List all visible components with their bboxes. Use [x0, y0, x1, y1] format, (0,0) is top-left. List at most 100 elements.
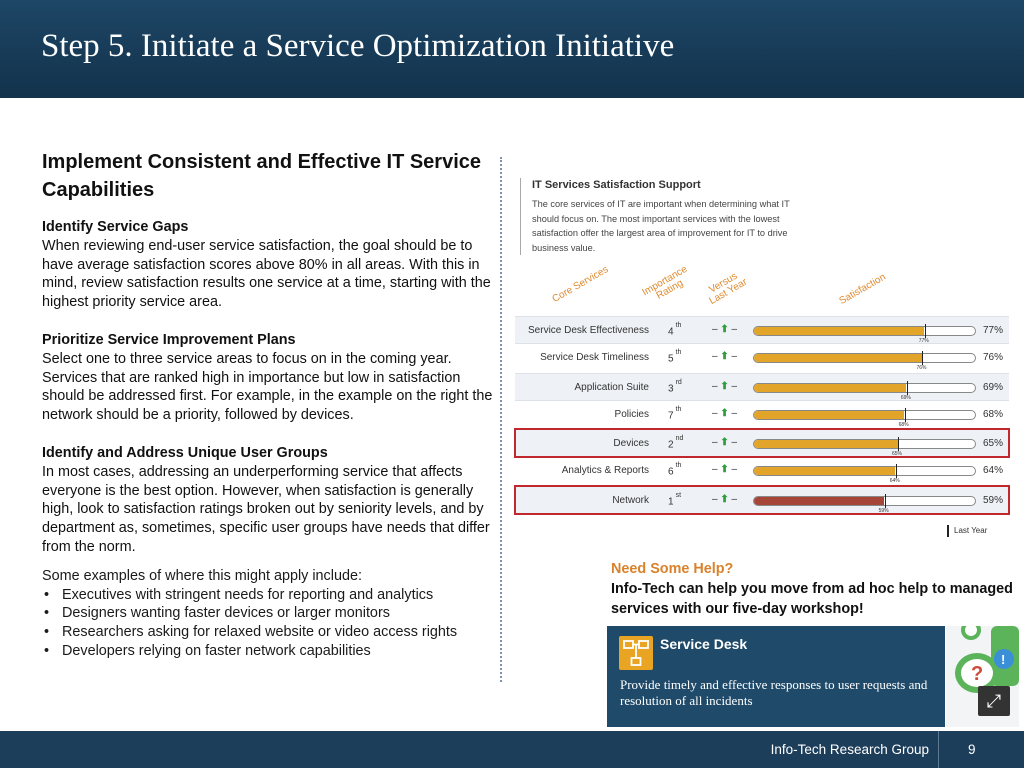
last-year-label: 65% [891, 451, 902, 458]
up-arrow-icon: ⬆ [720, 324, 729, 335]
importance-rank: 1st [668, 491, 682, 507]
satisfaction-bar-track [753, 353, 976, 364]
footer-org: Info-Tech Research Group [770, 742, 929, 757]
rank-suffix: st [675, 491, 682, 499]
last-year-label: 68% [898, 421, 909, 428]
chart-row: Analytics & Reports 6th – ⬆ – 64% 64% [515, 457, 1009, 485]
up-arrow-icon: ⬆ [720, 351, 729, 363]
chat-bubbles-icon: ? ! [955, 620, 1019, 693]
satisfaction-bar [754, 410, 905, 419]
list-item: Executives with stringent needs for repo… [42, 586, 494, 605]
section-title: Identify Service Gaps [42, 219, 189, 235]
satisfaction-bar-track [753, 466, 976, 477]
up-arrow-icon: ⬆ [720, 380, 729, 392]
rank-suffix: nd [675, 435, 684, 443]
satisfaction-bar [754, 440, 898, 449]
chart-rows: Service Desk Effectiveness 4th – ⬆ – 77% 77%… [514, 316, 1010, 516]
satisfaction-bar [754, 383, 907, 392]
satisfaction-value: 68% [982, 408, 1003, 420]
slide-footer: Info-Tech Research Group 9 [0, 731, 1024, 768]
col-label-core-services: Core Services [550, 264, 611, 305]
versus-last-year: – ⬆ – [712, 464, 738, 476]
chart-row: Policies 7th – ⬆ – 68% 68% [515, 401, 1009, 429]
page-number: 9 [968, 742, 976, 757]
section-body: In most cases, addressing an underperfor… [42, 463, 490, 555]
col-label-importance: Importance Rating [640, 263, 690, 302]
service-label: Application Suite [574, 381, 650, 393]
chart-legend: Last Year [947, 525, 987, 537]
rank-suffix: th [675, 322, 682, 329]
versus-last-year: – ⬆ – [712, 324, 738, 335]
satisfaction-bar-track [753, 326, 976, 336]
service-label: Devices [613, 438, 649, 450]
satisfaction-value: 64% [982, 465, 1003, 477]
left-column: Implement Consistent and Effective IT Se… [42, 148, 494, 661]
satisfaction-bar [754, 467, 896, 476]
service-label: Service Desk Effectiveness [528, 325, 649, 336]
help-callout: Need Some Help? Info-Tech can help you m… [611, 560, 1016, 619]
up-arrow-icon: ⬆ [720, 407, 729, 419]
last-year-marker [922, 351, 924, 366]
service-desk-card[interactable]: Service Desk Provide timely and effectiv… [607, 626, 945, 727]
satisfaction-bar-track [753, 409, 976, 420]
chart-title: IT Services Satisfaction Support [532, 179, 701, 191]
importance-rank: 7th [668, 405, 682, 422]
section-body: Select one to three service areas to foc… [42, 350, 493, 424]
satisfaction-bar [754, 327, 925, 335]
last-year-marker [924, 324, 926, 338]
section-user-groups: Identify and Address Unique User Groups … [42, 444, 494, 557]
column-divider [500, 157, 502, 682]
section-title: Identify and Address Unique User Groups [42, 444, 328, 461]
service-label: Service Desk Timeliness [540, 352, 649, 364]
importance-rank: 6th [668, 462, 682, 477]
last-year-label: 59% [878, 507, 889, 514]
satisfaction-value: 76% [982, 352, 1003, 364]
help-body: Info-Tech can help you move from ad hoc … [611, 581, 1013, 617]
last-year-label: 69% [900, 394, 911, 401]
versus-last-year: – ⬆ – [712, 437, 738, 449]
satisfaction-value: 77% [982, 325, 1003, 336]
chart-row: Network 1st – ⬆ – 59% 59% [514, 484, 1010, 516]
section-heading: Implement Consistent and Effective IT Se… [42, 151, 482, 201]
satisfaction-value: 65% [982, 438, 1003, 450]
importance-rank: 3rd [668, 379, 682, 394]
importance-rank: 4th [668, 322, 682, 337]
satisfaction-bar [754, 354, 922, 363]
card-title: Service Desk [660, 636, 748, 652]
rank-suffix: th [675, 405, 682, 413]
last-year-label: 77% [918, 338, 929, 344]
examples-intro: Some examples of where this might apply … [42, 567, 362, 584]
legend-label: Last Year [954, 526, 988, 536]
rank-number: 2 [668, 439, 674, 451]
service-label: Analytics & Reports [561, 465, 649, 477]
versus-last-year: – ⬆ – [712, 493, 738, 505]
satisfaction-bar-track [753, 439, 976, 450]
last-year-marker [897, 437, 899, 452]
importance-rank: 2nd [668, 435, 684, 451]
up-arrow-icon: ⬆ [720, 437, 729, 449]
last-year-marker-icon [947, 525, 949, 537]
importance-rank: 5th [668, 349, 681, 364]
last-year-label: 76% [916, 365, 927, 372]
satisfaction-bar [754, 496, 885, 505]
satisfaction-bar-track [753, 495, 976, 506]
svg-text:!: ! [1001, 652, 1005, 667]
rank-suffix: th [675, 462, 682, 470]
list-item: Researchers asking for relaxed website o… [42, 623, 494, 642]
last-year-marker [904, 407, 906, 422]
list-item: Designers wanting faster devices or larg… [42, 604, 494, 623]
chart-row: Devices 2nd – ⬆ – 65% 65% [514, 428, 1010, 459]
card-text: Provide timely and effective responses t… [620, 677, 928, 708]
last-year-marker [906, 380, 908, 395]
slide-title: Step 5. Initiate a Service Optimization … [41, 28, 675, 64]
chart-intro: IT Services Satisfaction Support The cor… [520, 178, 810, 256]
versus-last-year: – ⬆ – [712, 351, 738, 363]
satisfaction-chart: IT Services Satisfaction Support The cor… [513, 175, 1013, 550]
up-arrow-icon: ⬆ [720, 464, 729, 476]
network-icon [619, 636, 653, 670]
rank-number: 7 [668, 410, 674, 422]
last-year-marker [895, 464, 897, 479]
versus-last-year: – ⬆ – [712, 380, 738, 392]
chart-row: Service Desk Effectiveness 4th – ⬆ – 77% 77% [515, 316, 1009, 345]
expand-icon[interactable]: ⤢ [978, 686, 1010, 716]
